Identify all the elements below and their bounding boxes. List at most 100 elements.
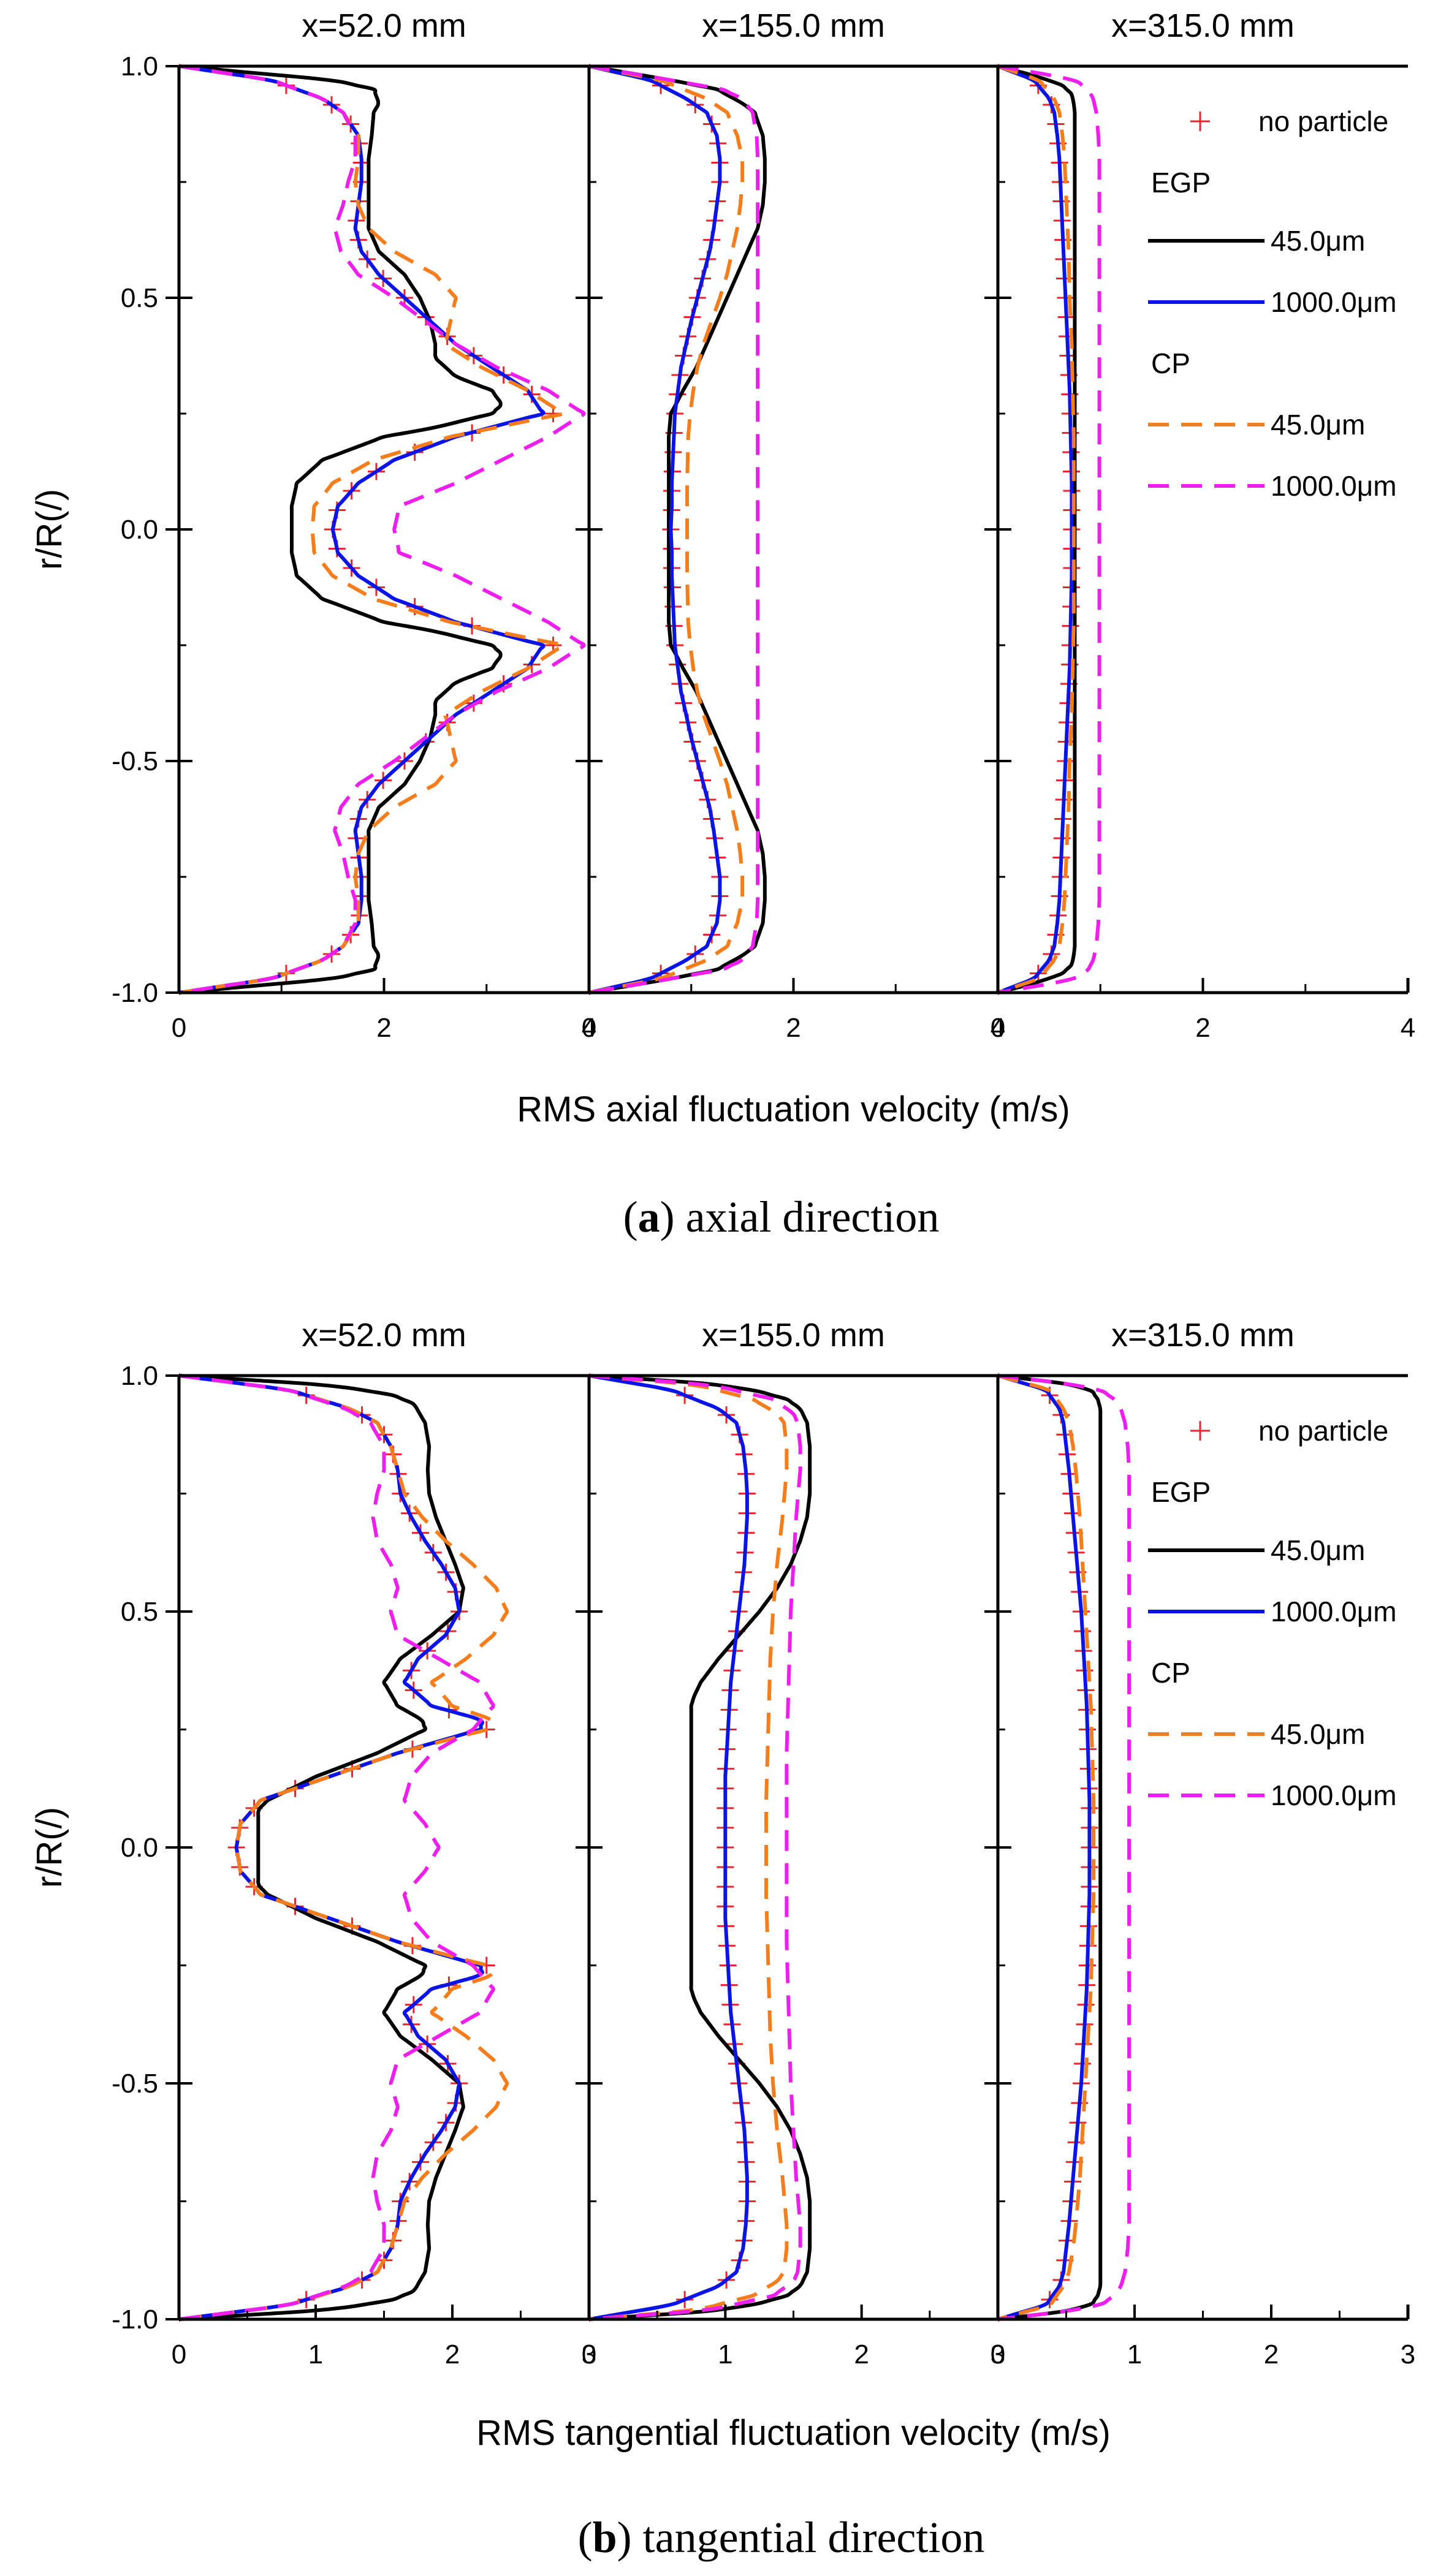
panel-title: x=155.0 mm [702, 1317, 885, 1354]
x-tick-label: 2 [854, 2339, 869, 2370]
series-line-cp-45 [998, 1374, 1096, 2321]
series-line-cp-45 [179, 64, 566, 994]
series-line-cp-1000 [998, 64, 1101, 994]
y-tick-label: 0.0 [121, 1833, 158, 1863]
series-line-egp-45 [179, 1374, 465, 2321]
series-line-egp-45 [589, 1374, 812, 2321]
plot-area [998, 1373, 1131, 2322]
x-tick-label: 0 [991, 2339, 1005, 2370]
series-line-cp-1000 [589, 1374, 802, 2321]
x-tick-label: 3 [582, 2339, 596, 2370]
series-line-egp-45 [998, 1374, 1103, 2321]
caption-part: a [638, 1192, 660, 1241]
y-tick-label: -1.0 [112, 978, 158, 1008]
panel: 0 1 2 3 x=52.0 mm [165, 1317, 596, 2370]
series-line-cp-45 [589, 64, 745, 994]
x-tick-label: 4 [991, 1013, 1005, 1043]
panel-title: x=52.0 mm [302, 7, 466, 44]
figure-caption: (b) tangential direction [578, 2513, 985, 2562]
x-tick-label: 2 [376, 1013, 391, 1043]
x-tick-label: 0 [172, 2339, 186, 2370]
legend: no particle EGP 45.0μm 1000.0μm CP 45.0μm 1000… [1148, 105, 1397, 502]
legend-label-egp-1000: 1000.0μm [1271, 286, 1397, 318]
x-tick-label: 0 [172, 1013, 186, 1043]
x-tick-label: 4 [1401, 1013, 1415, 1043]
x-tick-label: 2 [1195, 1013, 1210, 1043]
panel: 0 1 2 3 x=315.0 mm [984, 1317, 1415, 2370]
x-tick-label: 2 [445, 2339, 460, 2370]
legend-group-egp: EGP [1151, 1476, 1211, 1508]
legend-label-cp-1000: 1000.0μm [1271, 1779, 1397, 1811]
panel: 0 2 4 x=315.0 mm [984, 7, 1415, 1043]
figure-a: -1.0 -0.5 0.0 0.5 1.0 r/R(/) RMS axial fluctua… [29, 7, 1415, 1241]
y-tick-label: 1.0 [121, 51, 158, 81]
panel: 0 2 4 x=52.0 mm [165, 7, 596, 1043]
x-tick-label: 0 [582, 1013, 596, 1043]
plot-area [179, 1373, 509, 2322]
caption-part: ( [578, 2513, 593, 2562]
series-line-egp-1000 [179, 64, 546, 994]
legend-label-egp-1000: 1000.0μm [1271, 1596, 1397, 1627]
y-tick-label: -0.5 [112, 746, 158, 776]
caption-part: axial direction [675, 1192, 940, 1241]
caption-part: ) [660, 1192, 675, 1241]
series-line-egp-1000 [998, 64, 1074, 994]
plot-area [179, 64, 586, 995]
series-line-cp-1000 [589, 64, 760, 994]
x-axis-label: RMS tangential fluctuation velocity (m/s… [476, 2413, 1111, 2453]
y-tick-label: -1.0 [112, 2305, 158, 2335]
plot-area [589, 1373, 812, 2322]
series-line-egp-1000 [179, 1374, 484, 2321]
x-tick-label: 2 [1264, 2339, 1279, 2370]
legend-marker-no-particle [1190, 1421, 1210, 1441]
y-axis-label: r/R(/) [29, 1807, 69, 1888]
panel-title: x=155.0 mm [702, 7, 885, 44]
caption-part: b [593, 2513, 617, 2562]
series-line-egp-45 [179, 64, 503, 994]
panel: 0 1 2 3 x=155.0 mm [576, 1317, 1005, 2370]
panel-title: x=315.0 mm [1111, 7, 1295, 44]
figure-caption: (a) axial direction [623, 1192, 940, 1241]
y-tick-label: 0.0 [121, 515, 158, 545]
series-line-cp-1000 [179, 1374, 495, 2321]
panel: 0 2 4 x=155.0 mm [576, 7, 1005, 1043]
legend-group-egp: EGP [1151, 167, 1211, 199]
panel-title: x=315.0 mm [1111, 1317, 1295, 1354]
legend-group-cp: CP [1151, 1657, 1190, 1689]
y-tick-label: 0.5 [121, 1597, 158, 1627]
x-tick-label: 0 [582, 2339, 596, 2370]
legend-group-cp: CP [1151, 347, 1190, 379]
series-line-egp-1000 [589, 1374, 749, 2321]
x-tick-label: 2 [786, 1013, 801, 1043]
y-tick-label: 1.0 [121, 1361, 158, 1391]
x-tick-label: 0 [991, 1013, 1005, 1043]
legend-label-cp-1000: 1000.0μm [1271, 470, 1397, 502]
series-line-cp-45 [179, 1374, 509, 2321]
x-axis-label: RMS axial fluctuation velocity (m/s) [517, 1089, 1070, 1129]
figure-b: -1.0 -0.5 0.0 0.5 1.0 r/R(/) RMS tangential fl… [29, 1317, 1415, 2562]
plot-area [998, 64, 1101, 995]
x-tick-label: 1 [718, 2339, 732, 2370]
legend-label-cp-45: 45.0μm [1271, 409, 1365, 441]
y-tick-label: -0.5 [112, 2069, 158, 2099]
y-tick-label: 0.5 [121, 283, 158, 313]
legend: no particle EGP 45.0μm 1000.0μm CP 45.0μm 1000… [1148, 1415, 1397, 1811]
series-line-cp-1000 [998, 1374, 1131, 2321]
x-tick-label: 1 [1127, 2339, 1142, 2370]
caption-part: tangential direction [632, 2513, 985, 2562]
x-tick-label: 3 [991, 2339, 1005, 2370]
caption-part: ) [617, 2513, 632, 2562]
x-tick-label: 1 [308, 2339, 323, 2370]
series-line-egp-1000 [998, 1374, 1092, 2321]
series-line-cp-1000 [179, 64, 586, 994]
legend-label-egp-45: 45.0μm [1271, 225, 1365, 257]
x-tick-label: 3 [1401, 2339, 1415, 2370]
y-axis-label: r/R(/) [29, 489, 69, 570]
series-line-cp-45 [998, 64, 1076, 994]
legend-label-no-particle: no particle [1258, 105, 1388, 137]
series-line-cp-45 [589, 1374, 789, 2321]
legend-label-cp-45: 45.0μm [1271, 1718, 1365, 1750]
legend-label-egp-45: 45.0μm [1271, 1534, 1365, 1566]
plot-area [589, 64, 767, 995]
